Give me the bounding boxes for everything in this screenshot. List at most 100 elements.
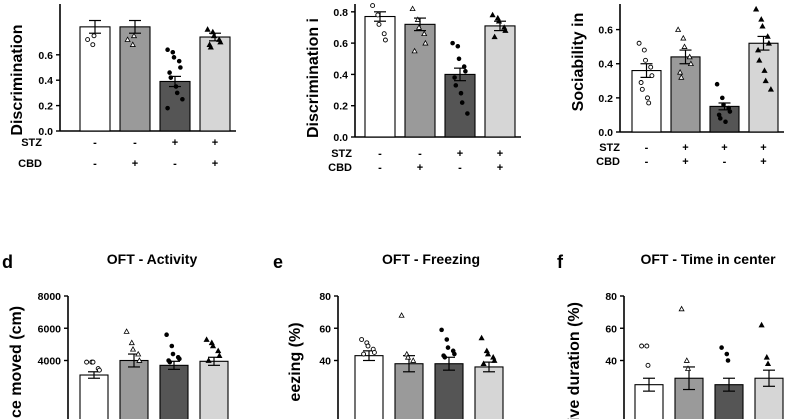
data-point <box>168 75 174 80</box>
data-point <box>678 74 685 80</box>
y-tick-label: 40 <box>605 356 617 368</box>
y-tick-label: 0.6 <box>38 50 53 62</box>
data-point <box>217 38 224 45</box>
data-point <box>421 30 428 37</box>
y-axis-label: Discrimination i <box>305 18 322 138</box>
data-point <box>422 39 429 46</box>
bar <box>79 26 111 132</box>
bar <box>748 42 779 133</box>
bar <box>484 25 516 138</box>
group-sign: - <box>173 158 177 170</box>
data-point <box>365 343 371 349</box>
data-point <box>177 356 182 362</box>
group-sign: + <box>457 148 463 160</box>
data-point <box>370 3 376 9</box>
data-point <box>675 26 682 32</box>
data-point <box>178 65 183 70</box>
data-point <box>755 46 762 53</box>
data-point <box>455 43 461 49</box>
data-point <box>756 57 763 63</box>
data-point <box>450 40 455 46</box>
data-point <box>491 33 498 40</box>
data-point <box>646 100 652 106</box>
data-point <box>724 351 730 357</box>
data-point <box>489 11 496 18</box>
data-point <box>649 73 655 79</box>
data-point <box>684 365 692 371</box>
data-point <box>85 37 91 43</box>
y-axis-label: ce moved (cm) <box>8 306 25 418</box>
y-tick-label: 0.2 <box>38 101 53 113</box>
data-point <box>456 56 462 62</box>
data-point <box>173 84 179 89</box>
data-point <box>129 345 137 352</box>
data-point <box>687 60 694 67</box>
y-tick-label: 8000 <box>38 291 62 303</box>
data-point <box>758 16 765 22</box>
bar <box>119 359 149 419</box>
data-point <box>210 32 218 39</box>
y-tick-label: 40 <box>319 356 331 368</box>
group-sign: - <box>458 162 462 174</box>
data-point <box>165 47 170 53</box>
data-point <box>758 321 765 328</box>
bar <box>444 73 476 138</box>
y-tick-label: 0.0 <box>38 126 53 138</box>
group-sign: + <box>212 158 218 170</box>
data-point <box>215 347 222 354</box>
y-tick-label: 0.2 <box>598 93 613 105</box>
data-point <box>414 16 421 22</box>
data-point <box>445 345 451 350</box>
y-axis-label: eezing (%) <box>287 322 304 401</box>
y-axis-label: ive duration (%) <box>566 302 583 419</box>
data-point <box>763 354 770 360</box>
data-point <box>207 43 214 50</box>
bar <box>79 374 109 419</box>
data-point <box>209 28 216 35</box>
data-point <box>495 17 503 24</box>
data-point <box>463 68 468 74</box>
data-point <box>727 109 733 114</box>
data-point <box>641 47 647 53</box>
data-point <box>91 33 97 39</box>
data-point <box>130 32 138 39</box>
panel-label: f <box>557 252 564 272</box>
y-tick-label: 0.4 <box>598 59 613 71</box>
y-tick-label: 0.0 <box>333 132 348 144</box>
group-row-label: STZ <box>331 148 352 160</box>
bar <box>709 105 740 133</box>
bar <box>119 26 151 132</box>
data-point <box>135 350 142 357</box>
data-point <box>681 43 688 49</box>
group-row-label: CBD <box>596 156 620 168</box>
data-point <box>648 64 654 70</box>
data-point <box>767 86 774 92</box>
y-tick-label: 0.0 <box>598 127 613 139</box>
data-point <box>169 343 175 349</box>
group-sign: - <box>378 162 382 174</box>
data-point <box>216 352 223 358</box>
data-point <box>442 354 448 360</box>
bar <box>670 56 701 133</box>
data-point <box>452 351 457 357</box>
data-point <box>376 21 382 27</box>
data-point <box>719 95 725 101</box>
data-point <box>404 354 412 360</box>
data-point <box>90 359 96 365</box>
data-point <box>723 119 728 125</box>
group-sign: - <box>723 156 727 168</box>
data-point <box>204 26 211 32</box>
group-sign: + <box>760 142 766 154</box>
chart-title: OFT - Time in center <box>640 251 776 267</box>
data-point <box>645 95 650 101</box>
group-sign: - <box>93 137 97 149</box>
data-point <box>484 350 492 357</box>
data-point <box>765 40 772 46</box>
bar <box>631 70 662 133</box>
data-point <box>762 77 769 84</box>
data-point <box>174 90 180 96</box>
group-sign: + <box>682 156 688 168</box>
y-tick-label: 0.6 <box>333 38 348 50</box>
chart-title: OFT - Activity <box>107 251 198 267</box>
group-row-label: CBD <box>328 162 352 174</box>
